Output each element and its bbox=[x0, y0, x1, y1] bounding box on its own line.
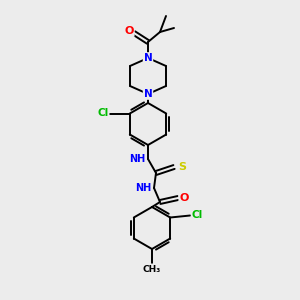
Text: S: S bbox=[178, 162, 186, 172]
Text: O: O bbox=[124, 26, 134, 36]
Text: O: O bbox=[179, 193, 189, 203]
Text: Cl: Cl bbox=[97, 109, 108, 118]
Text: Cl: Cl bbox=[192, 211, 203, 220]
Text: N: N bbox=[144, 89, 152, 99]
Text: NH: NH bbox=[129, 154, 145, 164]
Text: N: N bbox=[144, 53, 152, 63]
Text: NH: NH bbox=[135, 183, 151, 193]
Text: CH₃: CH₃ bbox=[143, 265, 161, 274]
